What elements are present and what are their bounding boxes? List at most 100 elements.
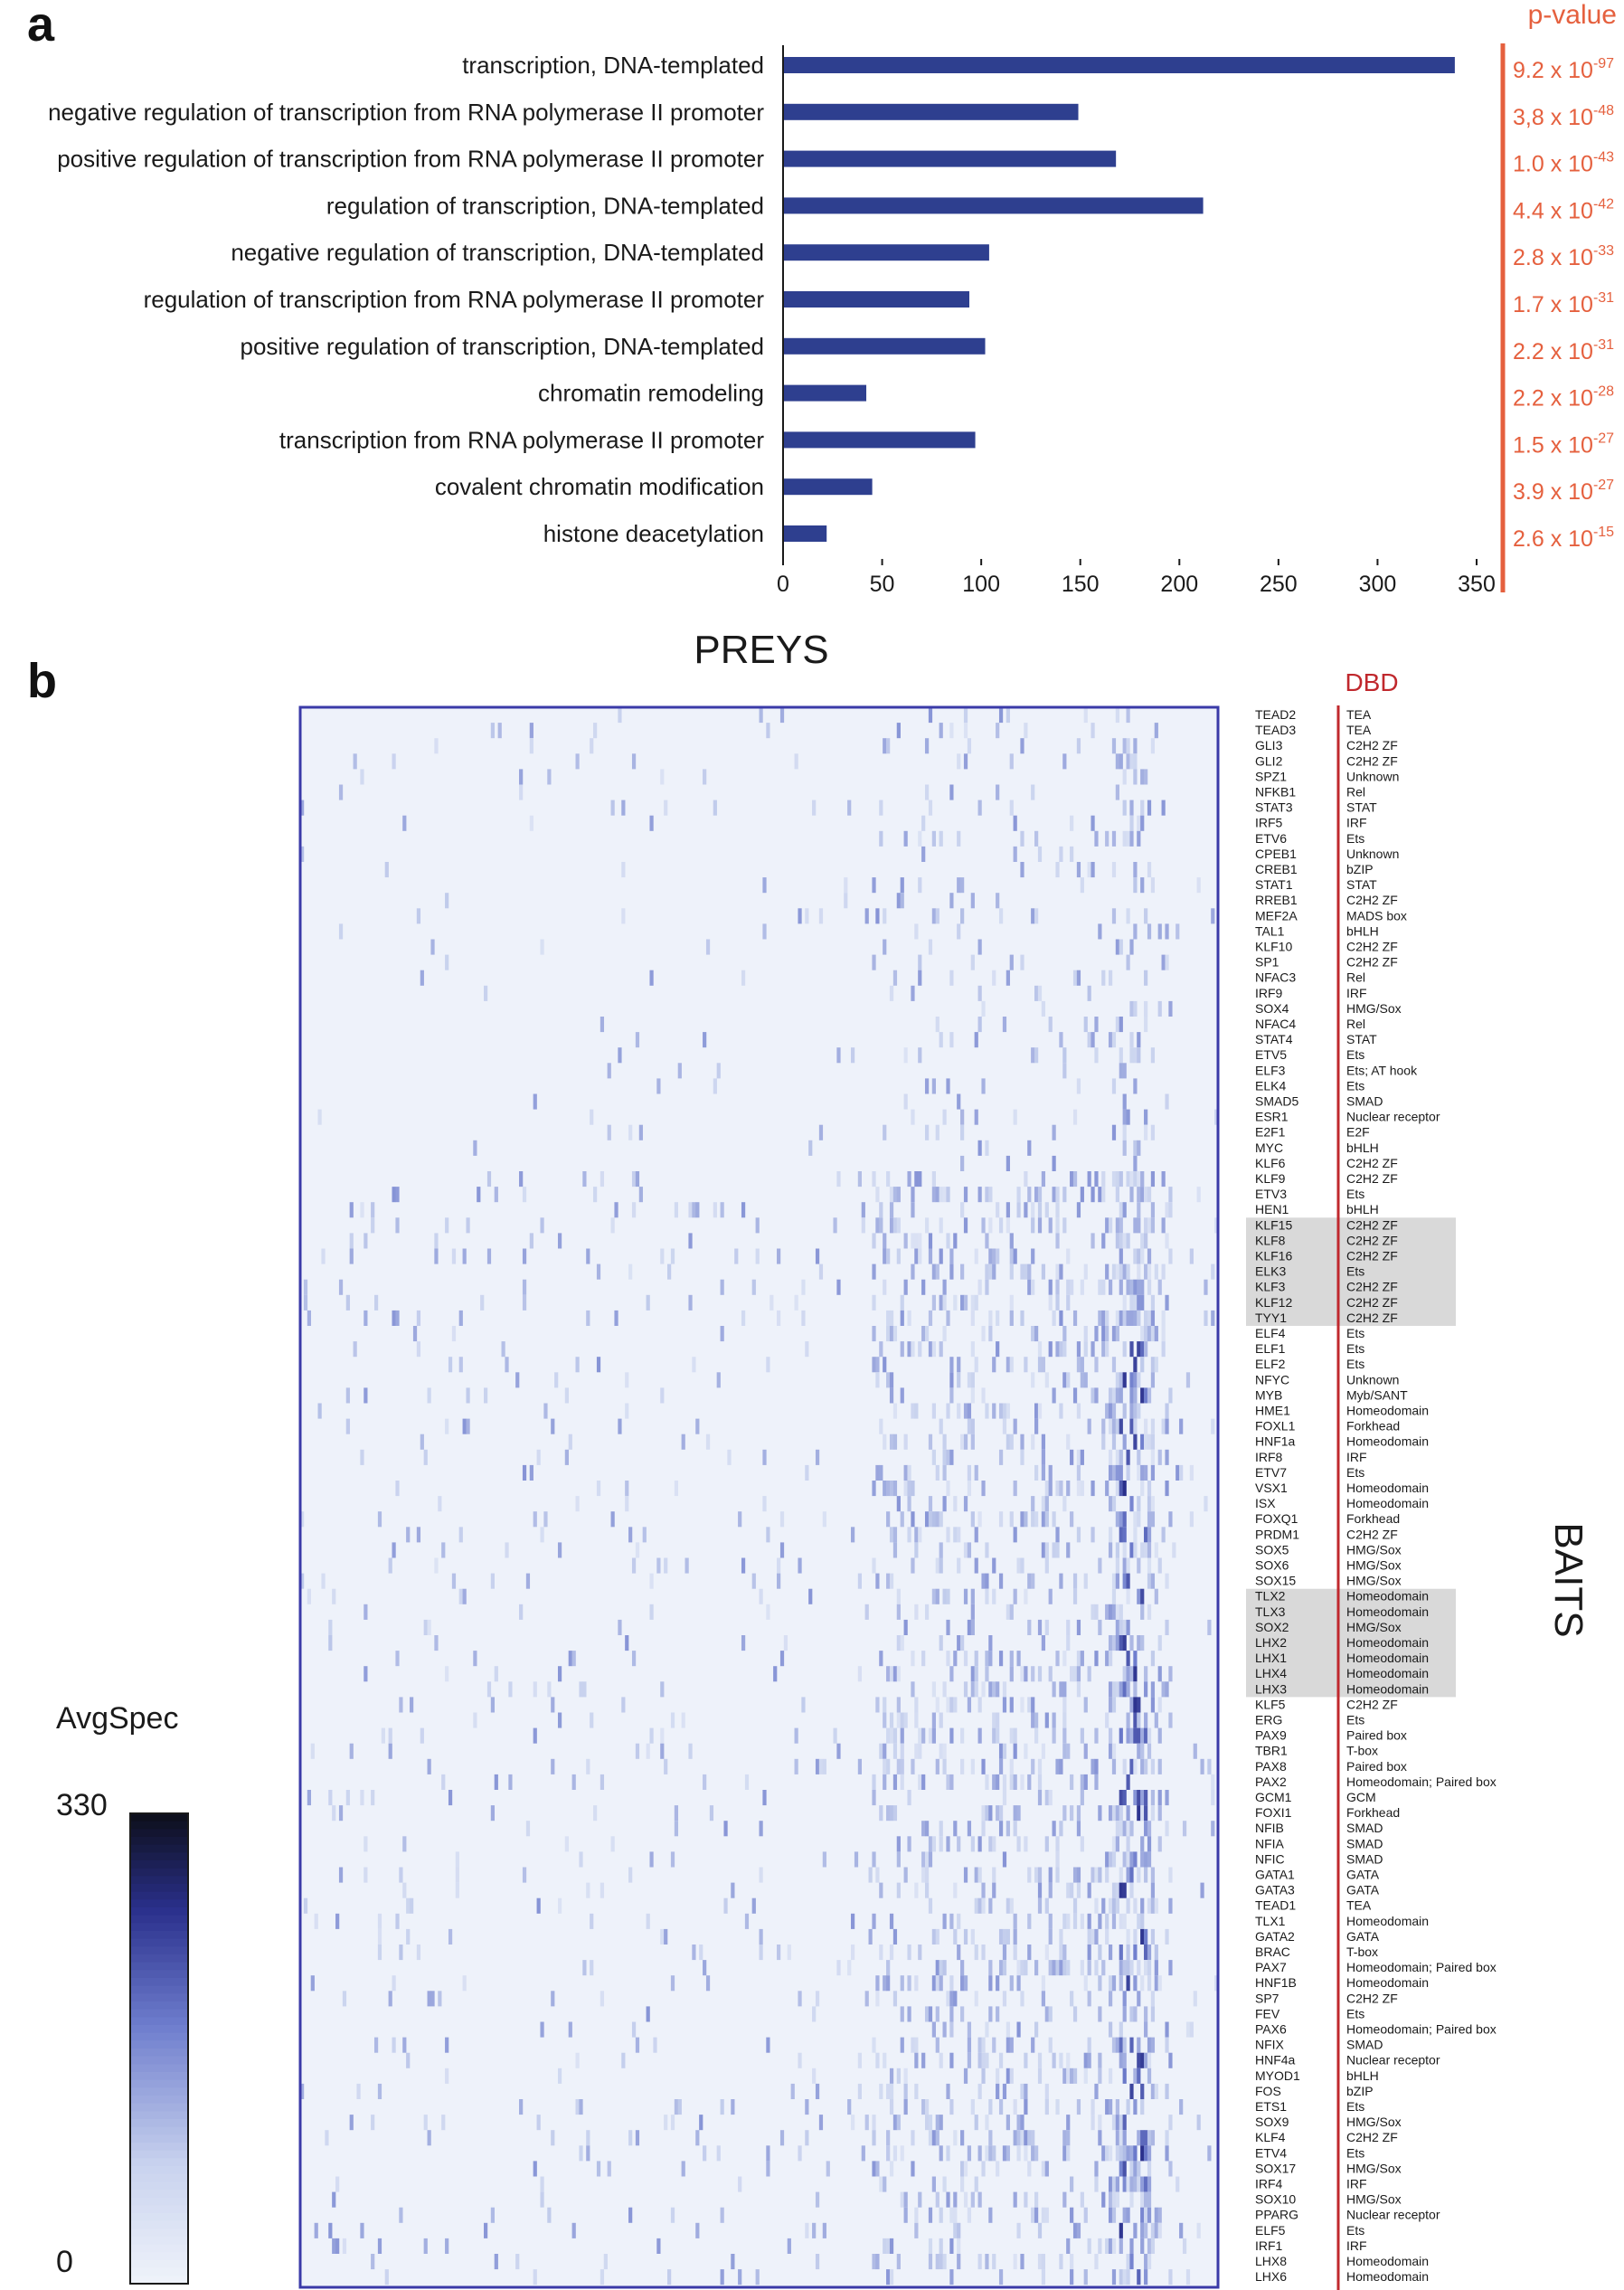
heatmap-cell: [1055, 1279, 1060, 1295]
heatmap-cell: [338, 784, 344, 800]
heatmap-cell: [1006, 1604, 1010, 1620]
heatmap-cell: [345, 1387, 350, 1404]
bait-label: STAT3: [1255, 800, 1293, 815]
heatmap-cell: [931, 1681, 936, 1698]
heatmap-cell: [1101, 2145, 1106, 2162]
heatmap-cell: [1129, 1032, 1134, 1048]
heatmap-cell: [896, 1697, 901, 1713]
heatmap-cell: [1154, 1357, 1158, 1373]
heatmap-cell: [1052, 2052, 1056, 2068]
heatmap-cell: [1126, 2099, 1130, 2115]
heatmap-cell: [547, 1681, 552, 1698]
heatmap-cell: [903, 830, 908, 847]
heatmap-cell: [942, 1913, 947, 1929]
heatmap-cell: [1137, 1464, 1141, 1481]
heatmap-cell: [1016, 1975, 1021, 1992]
heatmap-cell: [872, 1774, 876, 1790]
heatmap-cell: [985, 2052, 989, 2068]
heatmap-cell: [1009, 1697, 1014, 1713]
pvalue-label: 2.2 x 10-31: [1513, 337, 1614, 364]
heatmap-cell: [914, 1171, 919, 1188]
heatmap-cell: [886, 2145, 891, 2162]
heatmap-cell: [924, 1851, 930, 1868]
heatmap-cell: [1126, 2207, 1130, 2223]
heatmap-cell: [903, 2191, 908, 2208]
heatmap-cell: [883, 738, 887, 754]
heatmap-cell: [720, 2269, 724, 2285]
heatmap-cell: [1094, 2176, 1099, 2192]
heatmap-cell: [1150, 2222, 1156, 2238]
heatmap-cell: [564, 1836, 569, 1852]
heatmap-cell: [1150, 2006, 1156, 2022]
heatmap-cell: [911, 1263, 915, 1280]
heatmap-cell: [1122, 2130, 1127, 2146]
heatmap-cell: [1041, 1511, 1046, 1528]
heatmap-cell: [1108, 1651, 1113, 1667]
heatmap-cell: [1087, 1418, 1091, 1434]
heatmap-cell: [1076, 1481, 1081, 1497]
heatmap-cell: [918, 1047, 922, 1064]
heatmap-cell: [931, 1171, 936, 1188]
heatmap-cell: [988, 1263, 993, 1280]
heatmap-cell: [519, 769, 524, 785]
heatmap-cell: [918, 1727, 922, 1744]
heatmap-cell: [1101, 970, 1106, 986]
heatmap-cell: [1126, 830, 1130, 847]
heatmap-cell: [593, 723, 598, 739]
heatmap-cell: [1024, 1171, 1028, 1188]
heatmap-cell: [508, 1774, 513, 1790]
heatmap-cell: [345, 1418, 350, 1434]
heatmap-cell: [1165, 954, 1169, 970]
dbd-label: TEA: [1346, 1898, 1372, 1913]
heatmap-cell: [1009, 1666, 1014, 1682]
heatmap-cell: [314, 2222, 318, 2238]
heatmap-title: PREYS: [694, 633, 828, 672]
heatmap-cell: [1147, 1187, 1152, 1203]
heatmap-cell: [1144, 1187, 1148, 1203]
heatmap-cell: [353, 1341, 357, 1358]
colorbar-swatch: [130, 1907, 188, 1916]
heatmap-cell: [1044, 1372, 1049, 1388]
dbd-label: Nuclear receptor: [1346, 2053, 1440, 2068]
dbd-label: Ets: [1346, 1465, 1364, 1480]
heatmap-cell: [812, 2222, 817, 2238]
heatmap-cell: [949, 2207, 954, 2223]
bait-label: LHX8: [1255, 2254, 1287, 2268]
heatmap-cell: [1066, 1248, 1071, 1264]
heatmap-cell: [628, 1867, 633, 1883]
heatmap-cell: [1154, 1897, 1158, 1914]
heatmap-cell: [998, 2269, 1004, 2285]
heatmap-cell: [1115, 753, 1119, 770]
dbd-label: Forkhead: [1346, 1419, 1400, 1434]
heatmap-cell: [1094, 1017, 1099, 1033]
heatmap-cell: [1002, 1960, 1007, 1976]
heatmap-cell: [720, 2207, 724, 2223]
heatmap-cell: [519, 1171, 524, 1188]
heatmap-cell: [1031, 2145, 1035, 2162]
heatmap-cell: [1119, 1464, 1123, 1481]
heatmap-cell: [928, 2254, 933, 2270]
heatmap-cell: [907, 1790, 911, 1806]
colorbar-swatch: [130, 2017, 188, 2026]
heatmap-cell: [981, 1078, 986, 1094]
dbd-label: C2H2 ZF: [1346, 2130, 1398, 2144]
heatmap-cell: [1041, 2207, 1046, 2223]
heatmap-cell: [1091, 1527, 1095, 1543]
heatmap-cell: [1108, 1527, 1113, 1543]
heatmap-cell: [1024, 2052, 1028, 2068]
heatmap-cell: [1115, 1171, 1119, 1188]
heatmap-cell: [1031, 1511, 1035, 1528]
heatmap-cell: [872, 2130, 876, 2146]
heatmap-cell: [438, 1496, 442, 1512]
heatmap-cell: [949, 1666, 954, 1682]
heatmap-cell: [423, 1449, 428, 1465]
heatmap-cell: [716, 1063, 721, 1079]
heatmap-cell: [977, 1279, 982, 1295]
heatmap-cell: [1122, 1758, 1127, 1774]
heatmap-cell: [1002, 1851, 1007, 1868]
heatmap-cell: [914, 2207, 919, 2223]
heatmap-cell: [766, 1527, 770, 1543]
heatmap-cell: [1013, 815, 1017, 831]
heatmap-cell: [949, 1774, 954, 1790]
heatmap-cell: [1094, 1727, 1099, 1744]
